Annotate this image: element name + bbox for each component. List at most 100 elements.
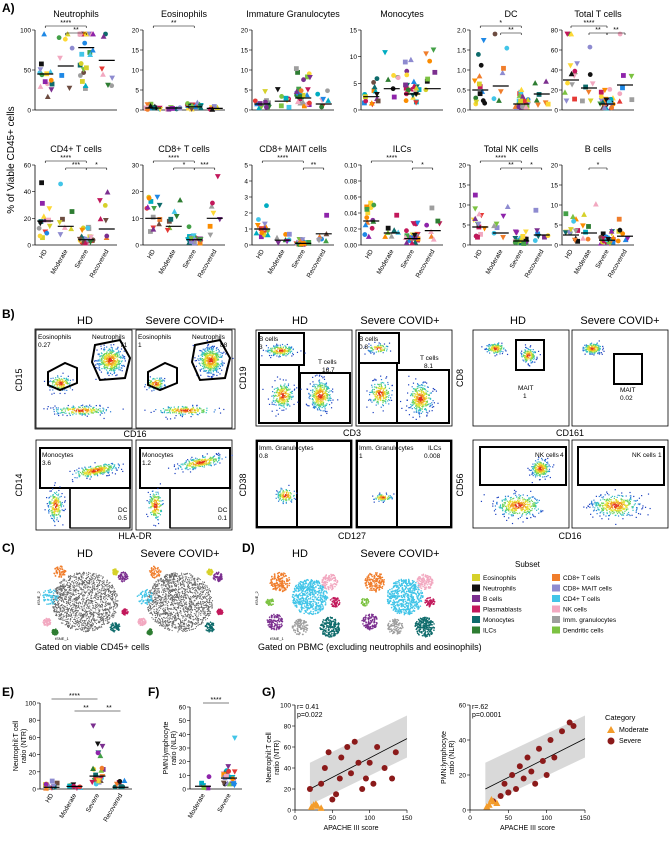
gate-value: 0.5 (118, 515, 127, 522)
event-dot (156, 384, 159, 386)
gate-label: Monocytes (142, 452, 174, 459)
event-dot (215, 459, 217, 461)
event-dot (53, 413, 56, 415)
data-point (391, 94, 397, 100)
event-dot (173, 410, 175, 412)
event-dot (198, 407, 201, 410)
event-dot (95, 404, 97, 407)
event-dot (311, 403, 314, 405)
event-dot (81, 473, 83, 475)
event-dot (379, 389, 381, 391)
event-dot (292, 353, 294, 356)
event-dot (421, 399, 423, 401)
flow-header-hd: HD (292, 315, 308, 327)
event-dot (102, 472, 104, 474)
event-dot (184, 411, 186, 413)
event-dot (200, 465, 202, 467)
event-dot (156, 512, 158, 514)
event-dot (275, 415, 277, 417)
event-dot (113, 467, 115, 469)
event-dot (173, 406, 175, 408)
event-dot (192, 462, 195, 464)
event-dot (118, 366, 120, 368)
data-point (37, 220, 44, 227)
event-dot (386, 376, 388, 378)
event-dot (60, 408, 62, 410)
event-dot (56, 517, 58, 519)
event-dot (276, 391, 278, 393)
event-dot (211, 366, 213, 369)
event-dot (210, 368, 212, 370)
event-dot (311, 395, 314, 397)
event-dot (320, 401, 323, 403)
event-dot (277, 393, 279, 395)
event-dot (286, 389, 288, 391)
event-dot (108, 470, 110, 472)
event-dot (61, 379, 63, 381)
event-dot (57, 500, 59, 502)
event-dot (102, 469, 105, 472)
event-dot (284, 491, 286, 493)
event-dot (374, 341, 376, 343)
event-dot (377, 383, 379, 385)
data-point (587, 72, 593, 77)
event-dot (189, 463, 191, 465)
event-dot (274, 401, 276, 403)
event-dot (196, 463, 198, 465)
event-dot (180, 414, 182, 416)
event-dot (107, 356, 109, 358)
event-dot (48, 508, 51, 511)
event-dot (275, 350, 278, 352)
event-dot (109, 365, 111, 367)
event-dot (421, 400, 423, 402)
event-dot (202, 463, 204, 465)
event-dot (197, 462, 199, 464)
event-dot (110, 359, 112, 361)
event-dot (368, 350, 371, 352)
event-dot (283, 395, 285, 397)
event-dot (196, 408, 198, 410)
event-dot (279, 392, 281, 395)
event-dot (296, 351, 299, 354)
event-dot (203, 463, 205, 466)
event-dot (64, 501, 66, 503)
event-dot (166, 418, 169, 420)
event-dot (158, 506, 160, 508)
event-dot (107, 371, 109, 374)
event-dot (197, 461, 200, 463)
event-dot (152, 381, 154, 384)
event-dot (371, 348, 374, 350)
event-dot (103, 355, 105, 357)
event-dot (283, 384, 285, 386)
event-dot (99, 360, 101, 362)
event-dot (107, 475, 109, 477)
event-dot (182, 413, 184, 415)
event-dot (282, 379, 284, 381)
event-dot (104, 471, 106, 473)
event-dot (157, 508, 159, 511)
event-dot (57, 376, 59, 378)
data-point (520, 104, 525, 110)
data-point (598, 89, 604, 95)
event-dot (280, 390, 283, 392)
event-dot (330, 399, 332, 402)
event-dot (212, 365, 214, 367)
event-dot (49, 490, 51, 492)
data-point (150, 214, 156, 220)
event-dot (153, 514, 155, 517)
data-point (385, 76, 392, 82)
event-dot (113, 371, 116, 374)
event-dot (91, 471, 93, 473)
event-dot (64, 410, 66, 412)
event-dot (203, 352, 205, 354)
event-dot (48, 501, 50, 504)
event-dot (103, 357, 105, 359)
event-dot (101, 469, 104, 471)
event-dot (80, 410, 82, 412)
event-dot (52, 505, 54, 507)
event-dot (107, 361, 110, 363)
event-dot (415, 401, 417, 403)
data-point (562, 230, 569, 236)
event-dot (104, 356, 106, 358)
